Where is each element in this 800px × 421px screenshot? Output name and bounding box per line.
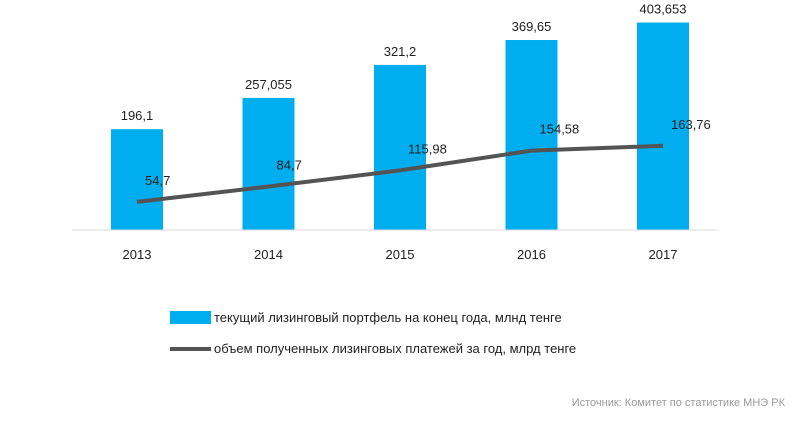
x-tick-2017: 2017 (649, 247, 678, 262)
line-value-label-2016: 154,58 (540, 122, 580, 137)
legend-swatch-bar (170, 311, 211, 324)
bar-2015 (374, 64, 426, 230)
line-value-label-2013: 54,7 (145, 173, 170, 188)
bar-value-label-2014: 257,055 (245, 77, 292, 92)
bar-2014 (242, 97, 295, 231)
x-tick-labels: 2013 2014 2015 2016 2017 (123, 247, 678, 262)
bar-2013 (111, 129, 163, 230)
bar-value-label-2017: 403,653 (640, 2, 687, 17)
line-value-label-2015: 115,98 (408, 141, 447, 156)
legend-label-line: объем полученных лизинговых платежей за … (214, 341, 576, 356)
bars-layer (111, 22, 689, 231)
legend: текущий лизинговый портфель на конец год… (170, 310, 576, 356)
x-tick-2015: 2015 (386, 247, 415, 262)
line-value-label-2014: 84,7 (277, 157, 302, 172)
bar-2016 (505, 40, 558, 231)
source-note: Источник: Комитет по статистике МНЭ РК (572, 397, 786, 409)
bar-value-label-2015: 321,2 (384, 44, 417, 59)
bar-2017 (637, 22, 689, 230)
line-series-payments (136, 143, 664, 204)
line-value-label-2017: 163,76 (671, 117, 711, 132)
x-tick-2014: 2014 (254, 247, 283, 262)
legend-label-bar: текущий лизинговый портфель на конец год… (214, 310, 562, 325)
x-tick-2013: 2013 (123, 247, 152, 262)
labels-layer: 196,1 257,055 321,2 369,65 403,653 54,7 84,7 11… (121, 2, 711, 188)
bar-value-label-2016: 369,65 (512, 19, 552, 34)
x-tick-2016: 2016 (517, 247, 546, 262)
bar-value-label-2013: 196,1 (121, 108, 154, 123)
line-layer (136, 143, 664, 204)
